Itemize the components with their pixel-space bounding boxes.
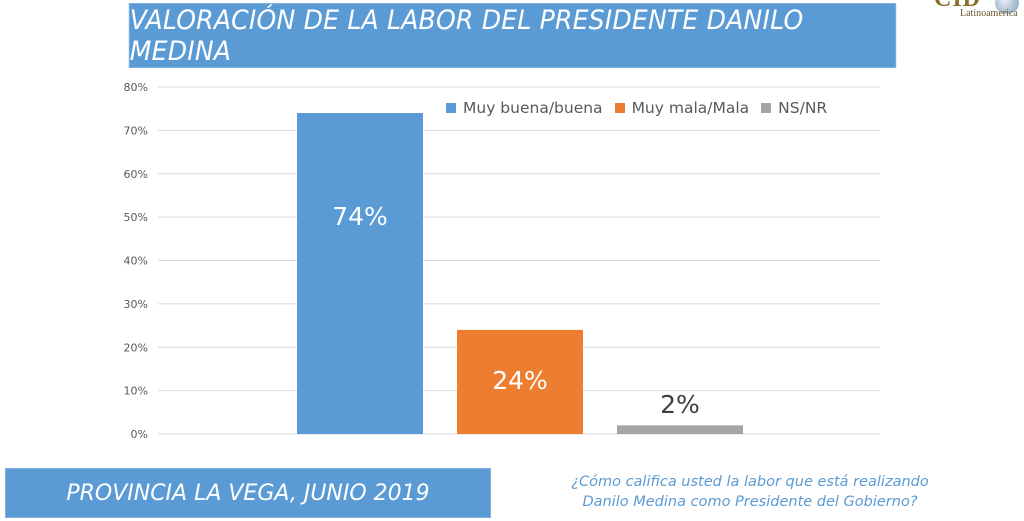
y-tick-label: 20% (124, 341, 148, 354)
logo-subtitle: Latinoamerica (960, 8, 1018, 19)
chart-title: VALORACIÓN DE LA LABOR DEL PRESIDENTE DA… (129, 4, 804, 67)
logo-name: CID (934, 0, 981, 13)
legend-label: Muy buena/buena (463, 99, 603, 117)
legend-item: Muy buena/buena (446, 99, 603, 117)
bar-ns-nr (617, 425, 743, 434)
location-date: PROVINCIA LA VEGA, JUNIO 2019 (66, 480, 430, 506)
y-tick-label: 60% (124, 168, 148, 181)
y-tick-label: 70% (124, 124, 148, 137)
bar-muy-buena-buena (297, 113, 423, 435)
chart-legend: Muy buena/buena Muy mala/Mala NS/NR (446, 99, 839, 117)
y-tick-label: 50% (124, 211, 148, 224)
y-tick-label: 80% (124, 81, 148, 94)
data-label: 2% (660, 390, 700, 419)
y-tick-label: 40% (124, 255, 148, 268)
question-line-1: ¿Cómo califica usted la labor que está r… (571, 474, 929, 490)
legend-label: Muy mala/Mala (631, 99, 750, 117)
survey-question: ¿Cómo califica usted la labor que está r… (520, 472, 980, 512)
location-date-banner: PROVINCIA LA VEGA, JUNIO 2019 (5, 468, 491, 518)
y-tick-label: 30% (124, 298, 148, 311)
data-label: 24% (492, 366, 548, 395)
y-tick-label: 0% (131, 428, 148, 441)
legend-swatch-1 (614, 103, 625, 113)
y-tick-label: 10% (124, 385, 148, 398)
bar-muy-mala-mala (457, 329, 583, 434)
legend-label: NS/NR (778, 99, 828, 117)
legend-swatch-0 (446, 103, 456, 113)
chart-title-banner: VALORACIÓN DE LA LABOR DEL PRESIDENTE DA… (128, 3, 897, 68)
data-label: 74% (332, 202, 388, 231)
legend-swatch-2 (761, 103, 772, 113)
legend-item: NS/NR (761, 99, 827, 117)
question-line-2: Danilo Medina como Presidente del Gobier… (582, 494, 918, 510)
globe-icon (995, 0, 1019, 14)
legend-item: Muy mala/Mala (614, 99, 750, 117)
